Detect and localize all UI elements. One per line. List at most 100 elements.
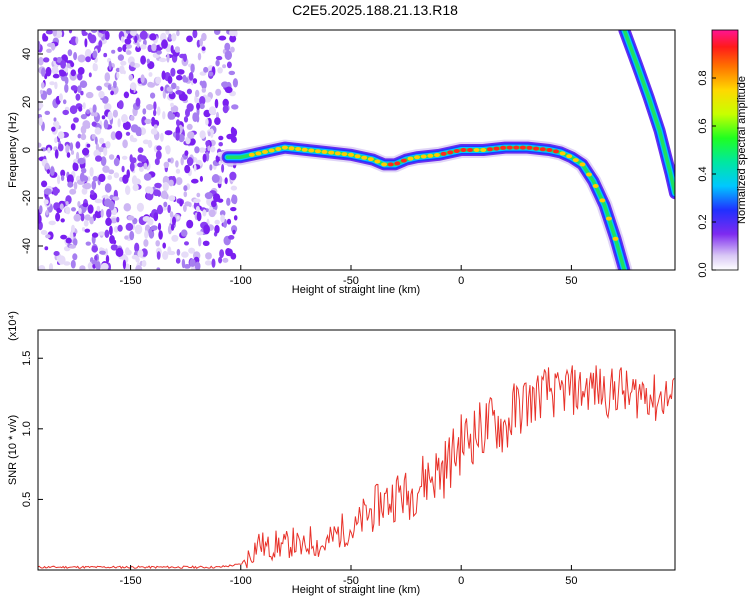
noise-speckle [54, 137, 58, 144]
noise-speckle [207, 131, 211, 137]
noise-speckle [202, 153, 207, 163]
noise-speckle [208, 71, 214, 77]
noise-speckle [87, 204, 94, 214]
colorbar-tick-label: 0.6 [697, 118, 709, 133]
noise-speckle [199, 96, 206, 106]
noise-speckle [153, 212, 159, 222]
noise-speckle [84, 214, 91, 221]
noise-speckle [171, 234, 179, 242]
noise-speckle [85, 56, 91, 63]
noise-speckle [126, 44, 132, 49]
noise-speckle [91, 134, 96, 140]
trace-hotspot [420, 154, 427, 159]
noise-speckle [167, 224, 172, 235]
noise-speckle [221, 164, 225, 173]
noise-speckle [158, 230, 163, 240]
noise-speckle [229, 34, 237, 43]
noise-speckle [142, 139, 150, 145]
colorbar: 0.0 0.2 0.4 0.6 0.8 Normalized spectral ampl… [697, 29, 748, 278]
noise-speckle [60, 60, 66, 69]
noise-speckle [218, 142, 223, 147]
noise-speckle [85, 241, 92, 246]
noise-speckle [217, 67, 223, 74]
noise-speckle [214, 219, 220, 225]
noise-speckle [92, 104, 97, 113]
noise-speckle [69, 142, 74, 151]
noise-speckle [57, 131, 65, 140]
spectrogram-panel: -150 -100 -50 0 50 -40 -20 0 20 40 Height of str… [7, 29, 676, 296]
noise-speckle [215, 59, 220, 67]
noise-speckle [46, 48, 52, 53]
trace-hotspot [447, 150, 454, 155]
noise-speckle [165, 145, 169, 152]
noise-speckle [132, 184, 139, 192]
noise-speckle [90, 30, 98, 33]
noise-speckle [105, 255, 110, 264]
noise-speckle [112, 196, 120, 201]
noise-speckle [226, 218, 232, 225]
noise-speckle [110, 244, 119, 251]
noise-speckle [122, 259, 126, 270]
noise-speckle [48, 263, 54, 270]
noise-speckle [45, 66, 52, 77]
noise-speckle [135, 97, 141, 107]
noise-speckle [183, 53, 187, 62]
noise-speckle [120, 60, 127, 66]
trace-hotspot [586, 172, 592, 177]
y-tick-label: 0.5 [21, 492, 33, 507]
noise-speckle [92, 50, 98, 59]
trace-hotspot [348, 152, 354, 157]
noise-speckle [108, 200, 115, 211]
trace-hotspot [486, 147, 493, 152]
noise-speckle [98, 173, 106, 183]
trace-hotspot [387, 162, 394, 167]
noise-speckle [222, 64, 227, 69]
noise-speckle [213, 193, 221, 203]
noise-speckle [94, 255, 98, 261]
noise-speckle [112, 239, 117, 245]
noise-speckle [152, 189, 161, 197]
noise-speckle [183, 191, 188, 198]
noise-speckle [222, 257, 229, 263]
snr-panel: -150 -100 -50 0 50 0.5 1.0 1.5 Height of strai… [7, 311, 676, 596]
noise-speckle [44, 246, 49, 251]
noise-speckle [218, 160, 222, 165]
noise-speckle [122, 70, 126, 75]
noise-speckle [214, 98, 219, 109]
noise-speckle [102, 96, 109, 104]
noise-speckle [146, 104, 154, 111]
noise-speckle [46, 168, 51, 174]
trace-hotspot [288, 146, 295, 151]
trace-band [224, 144, 628, 270]
noise-speckle [152, 119, 160, 128]
noise-speckle [38, 117, 43, 126]
trace-hotspot [539, 147, 546, 152]
noise-speckle [180, 229, 188, 237]
noise-speckle [225, 248, 232, 256]
trace-hotspot [381, 162, 388, 167]
noise-speckle [139, 166, 144, 172]
noise-speckle [136, 202, 144, 212]
noise-speckle [70, 150, 75, 155]
x-tick-label: -150 [120, 575, 142, 587]
noise-speckle [79, 172, 85, 182]
noise-speckle [222, 105, 229, 114]
trace-hotspot [295, 147, 302, 151]
noise-speckle [218, 135, 224, 141]
noise-speckle [116, 72, 120, 79]
noise-speckle [112, 109, 118, 118]
noise-speckle [199, 130, 206, 139]
noise-speckle [156, 50, 162, 55]
noise-speckle [202, 240, 210, 246]
noise-speckle [70, 85, 78, 91]
noise-speckle [176, 30, 180, 37]
noise-speckle [90, 190, 95, 195]
noise-speckle [103, 119, 109, 130]
noise-speckle [94, 136, 98, 145]
noise-speckle [161, 39, 168, 49]
noise-speckle [175, 257, 181, 264]
noise-speckle [162, 250, 169, 260]
noise-speckle [93, 112, 98, 117]
noise-speckle [53, 117, 57, 122]
noise-speckle [163, 161, 170, 168]
